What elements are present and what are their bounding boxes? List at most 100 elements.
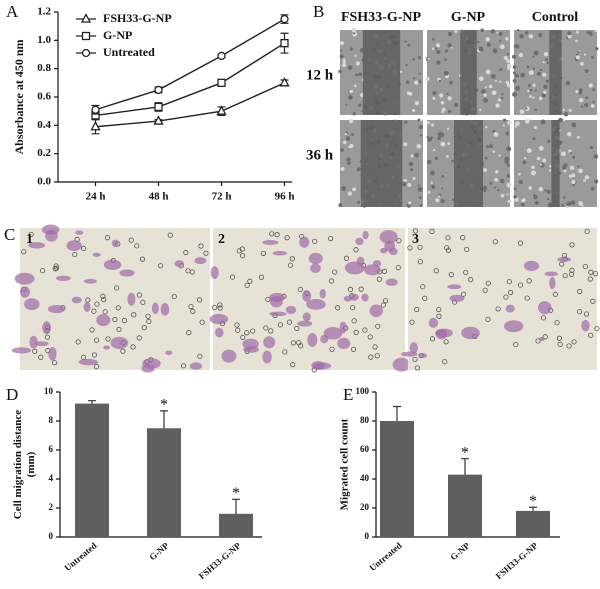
cell bbox=[512, 65, 517, 69]
pore bbox=[121, 317, 128, 324]
pore bbox=[559, 261, 565, 267]
y-tick-label: 0.4 bbox=[37, 119, 51, 131]
pore bbox=[485, 280, 491, 286]
cell bbox=[545, 58, 548, 62]
cell bbox=[577, 165, 580, 168]
pore bbox=[91, 308, 97, 314]
cell bbox=[408, 91, 413, 96]
pore bbox=[94, 301, 100, 307]
cell bbox=[448, 31, 453, 37]
cell bbox=[507, 120, 512, 125]
x-tick-label: FSH33-G-NP bbox=[197, 540, 243, 581]
cell bbox=[539, 163, 543, 166]
cell bbox=[339, 321, 347, 334]
cell bbox=[492, 129, 496, 133]
cell bbox=[337, 337, 351, 350]
cell bbox=[540, 119, 546, 125]
pore bbox=[115, 305, 121, 311]
cell bbox=[493, 131, 499, 137]
cell bbox=[584, 175, 590, 180]
pore bbox=[247, 278, 253, 284]
pore bbox=[590, 298, 596, 304]
cell bbox=[531, 165, 535, 170]
cell bbox=[142, 358, 161, 369]
cell bbox=[538, 32, 543, 37]
y-axis-label: Migrated cell count bbox=[339, 418, 351, 510]
cell bbox=[592, 100, 595, 104]
legend-marker bbox=[80, 13, 92, 23]
cell bbox=[525, 107, 528, 110]
cell bbox=[494, 186, 497, 189]
pore bbox=[508, 289, 514, 295]
marker bbox=[154, 85, 163, 95]
cell bbox=[440, 199, 445, 204]
panel-label: D bbox=[6, 385, 18, 404]
cell bbox=[262, 239, 279, 245]
cell bbox=[566, 201, 572, 206]
cell bbox=[446, 92, 449, 96]
pore bbox=[503, 294, 509, 300]
cell bbox=[189, 362, 202, 370]
pore bbox=[260, 250, 266, 256]
cell bbox=[349, 143, 354, 148]
cell bbox=[48, 347, 57, 361]
scratch bbox=[362, 30, 401, 115]
cell bbox=[358, 103, 362, 107]
cell bbox=[347, 161, 351, 165]
cell bbox=[55, 275, 71, 282]
pore bbox=[327, 235, 334, 242]
cell bbox=[438, 79, 442, 83]
cell bbox=[356, 167, 361, 172]
bar bbox=[516, 510, 550, 537]
pore bbox=[277, 322, 284, 328]
cell bbox=[537, 301, 552, 315]
cell bbox=[557, 257, 572, 262]
cell bbox=[461, 326, 480, 340]
cell bbox=[494, 177, 499, 182]
cell bbox=[538, 145, 544, 151]
cell bbox=[507, 68, 510, 71]
pore bbox=[396, 238, 402, 244]
cell bbox=[594, 29, 598, 33]
cell bbox=[339, 49, 343, 53]
cell bbox=[431, 47, 435, 51]
cell bbox=[413, 77, 416, 80]
pore bbox=[552, 291, 558, 297]
cell bbox=[498, 80, 502, 83]
pore bbox=[436, 306, 442, 313]
cell bbox=[41, 224, 60, 235]
cell bbox=[349, 89, 354, 94]
pore bbox=[186, 330, 192, 336]
cell bbox=[427, 57, 430, 61]
pore bbox=[460, 291, 467, 297]
cell bbox=[428, 317, 439, 328]
cell bbox=[581, 105, 584, 108]
cell bbox=[524, 260, 540, 271]
cell bbox=[549, 165, 552, 168]
pore bbox=[297, 286, 303, 293]
cell bbox=[546, 197, 550, 201]
cell bbox=[352, 112, 356, 116]
cell bbox=[485, 126, 488, 129]
pore bbox=[448, 272, 454, 278]
pore bbox=[335, 305, 341, 311]
cell bbox=[345, 103, 348, 107]
cell bbox=[514, 73, 519, 78]
cell bbox=[542, 61, 545, 64]
marker bbox=[216, 105, 227, 115]
cell bbox=[302, 312, 311, 322]
pore bbox=[445, 247, 451, 253]
pore bbox=[139, 256, 146, 262]
cell bbox=[440, 100, 445, 105]
cell bbox=[436, 49, 441, 54]
pore bbox=[72, 251, 78, 258]
cell bbox=[434, 156, 439, 161]
cell bbox=[534, 89, 537, 92]
cell bbox=[549, 276, 556, 290]
cell bbox=[506, 59, 511, 64]
x-tick-label: 72 h bbox=[212, 191, 232, 203]
y-axis-label: (mm) bbox=[25, 451, 37, 477]
y-tick-label: 10 bbox=[44, 386, 54, 396]
cell bbox=[546, 61, 550, 65]
cell bbox=[581, 319, 590, 332]
